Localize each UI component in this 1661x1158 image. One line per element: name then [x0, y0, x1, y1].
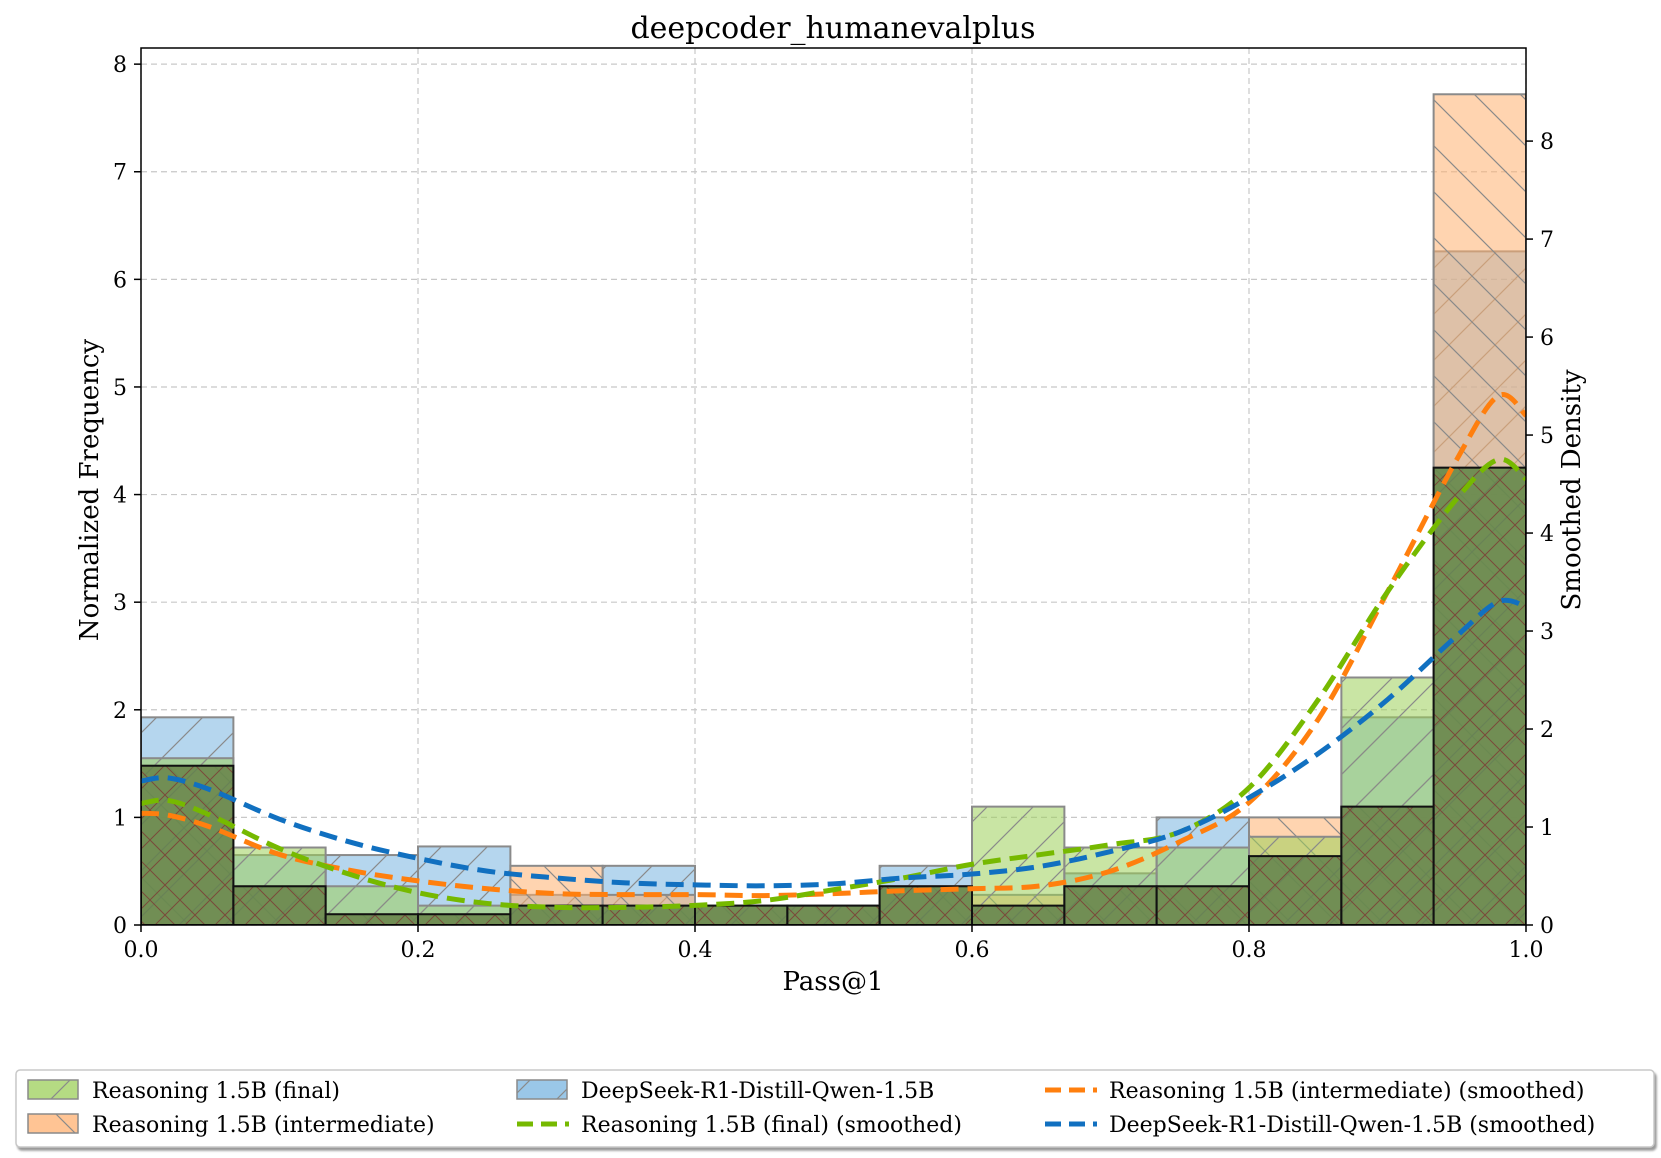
legend-item: Reasoning 1.5B (intermediate) (smoothed) [1045, 1079, 1584, 1104]
legend-label: Reasoning 1.5B (final) (smoothed) [581, 1113, 962, 1138]
y2-axis-label: Smoothed Density [1557, 369, 1587, 610]
y2-tick-label: 0 [1540, 914, 1554, 939]
legend-frame [15, 1069, 1655, 1148]
y-tick-label: 3 [113, 591, 127, 616]
histogram-overlap-bar [1340, 805, 1435, 925]
y2-tick-label: 6 [1540, 326, 1554, 351]
histogram-overlap-bar [1432, 466, 1526, 925]
legend-item: DeepSeek-R1-Distill-Qwen-1.5B [516, 1079, 934, 1104]
legend-swatch-hatch [27, 1079, 79, 1100]
chart-title: deepcoder_humanevalplus [630, 11, 1035, 46]
y-axis-ticks: 0 1 2 3 4 5 6 7 8 [113, 53, 141, 939]
grid-lines [140, 48, 1527, 926]
x-tick-label: 0.6 [955, 938, 990, 963]
legend-label: DeepSeek-R1-Distill-Qwen-1.5B [581, 1079, 934, 1104]
legend-label: DeepSeek-R1-Distill-Qwen-1.5B (smoothed) [1109, 1113, 1595, 1138]
y2-tick-label: 5 [1540, 424, 1554, 449]
histogram-overlap-bar [971, 904, 1066, 925]
x-tick-label: 0.2 [401, 938, 436, 963]
plot-frame [140, 47, 1527, 926]
kde-line [141, 456, 1526, 911]
histogram-overlap-bar [1063, 885, 1158, 925]
histogram-overlap-bar [324, 913, 420, 925]
y2-tick-label: 1 [1540, 816, 1554, 841]
legend-swatch-hatch [27, 1113, 79, 1134]
legend-swatch-hatch [516, 1079, 568, 1100]
y-tick-label: 4 [113, 484, 127, 509]
legend-item: Reasoning 1.5B (final) [27, 1079, 340, 1104]
histogram-overlap-bar [141, 764, 235, 925]
y-tick-label: 7 [113, 161, 127, 186]
y-tick-label: 8 [113, 53, 127, 78]
x-tick-label: 1.0 [1509, 938, 1544, 963]
legend-item: Reasoning 1.5B (final) (smoothed) [517, 1113, 962, 1138]
x-axis-label: Pass@1 [782, 967, 883, 997]
histogram-overlap-bar [1155, 885, 1250, 925]
y-axis-label: Normalized Frequency [75, 339, 105, 642]
legend-label: Reasoning 1.5B (final) [92, 1079, 340, 1104]
legend-label: Reasoning 1.5B (intermediate) [92, 1113, 435, 1138]
histogram-overlap-bar [786, 904, 881, 925]
smoothed-lines [141, 392, 1526, 911]
y2-axis-ticks: 0 1 2 3 4 5 6 7 8 [1526, 130, 1554, 939]
legend-item: Reasoning 1.5B (intermediate) [27, 1113, 435, 1138]
y2-tick-label: 7 [1540, 228, 1554, 253]
legend-label: Reasoning 1.5B (intermediate) (smoothed) [1109, 1079, 1584, 1104]
y2-tick-label: 2 [1540, 718, 1554, 743]
y2-tick-label: 3 [1540, 620, 1554, 645]
histogram-bar [1340, 676, 1435, 925]
histogram-overlap-bar [694, 904, 789, 925]
y2-tick-label: 4 [1540, 522, 1554, 547]
histogram-overlap-bar [509, 904, 604, 925]
histogram-overlap-bar [232, 885, 327, 925]
legend-item: DeepSeek-R1-Distill-Qwen-1.5B (smoothed) [1045, 1113, 1595, 1138]
y2-tick-label: 8 [1540, 130, 1554, 155]
y-tick-label: 0 [113, 914, 127, 939]
histogram-bars [141, 93, 1526, 925]
y-tick-label: 5 [113, 376, 127, 401]
x-tick-label: 0.0 [124, 938, 159, 963]
x-tick-label: 0.4 [678, 938, 713, 963]
x-axis-ticks: 0.0 0.2 0.4 0.6 0.8 1.0 [124, 925, 1544, 963]
y-tick-label: 6 [113, 268, 127, 293]
y-tick-label: 2 [113, 699, 127, 724]
y-tick-label: 1 [113, 806, 127, 831]
x-tick-label: 0.8 [1232, 938, 1267, 963]
histogram-overlap-bar [1248, 855, 1343, 925]
histogram-overlap-bar [417, 913, 512, 925]
legend: Reasoning 1.5B (final) DeepSeek-R1-Distil… [15, 1069, 1655, 1148]
kde-line [141, 597, 1526, 889]
kde-line [141, 392, 1526, 899]
